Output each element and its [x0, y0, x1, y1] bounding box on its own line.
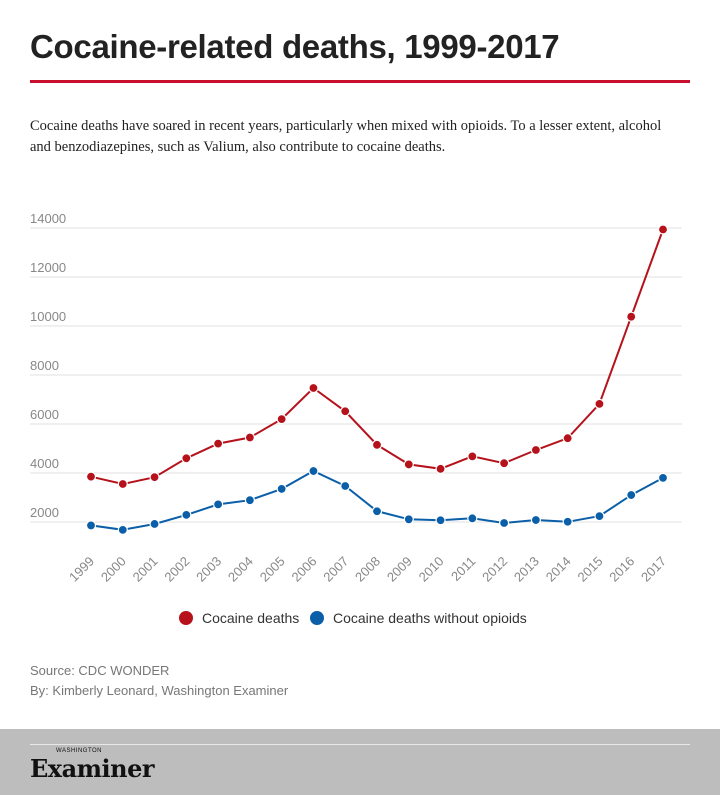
data-point — [149, 472, 160, 483]
footer: WASHINGTON Examiner — [0, 729, 720, 795]
data-point — [340, 406, 351, 417]
data-point — [117, 524, 128, 535]
data-point — [308, 382, 319, 394]
legend-label: Cocaine deaths without opioids — [333, 610, 527, 626]
data-point — [340, 480, 351, 492]
data-point — [530, 444, 541, 456]
chart-title: Cocaine-related deaths, 1999-2017 — [30, 28, 560, 65]
grid — [30, 227, 682, 523]
logo-small-text: WASHINGTON — [56, 748, 103, 754]
data-point — [149, 518, 160, 530]
y-tick-label: 8000 — [30, 358, 59, 373]
chart-subtitle: Cocaine deaths have soared in recent yea… — [30, 118, 662, 155]
data-point — [626, 311, 637, 322]
source-text: Source: CDC WONDER — [30, 663, 170, 678]
x-tick-label: 2013 — [511, 554, 542, 585]
data-point — [371, 439, 383, 450]
data-point — [562, 433, 573, 444]
x-tick-label: 2006 — [289, 554, 320, 585]
x-tick-label: 2001 — [130, 554, 161, 585]
legend-label: Cocaine deaths — [202, 610, 300, 626]
legend-item-cocaine-deaths: Cocaine deaths — [179, 610, 299, 626]
data-point — [308, 465, 319, 477]
data-point — [594, 511, 605, 522]
data-point — [435, 463, 446, 474]
y-tick-label: 14000 — [30, 211, 66, 226]
x-tick-label: 2000 — [98, 554, 129, 585]
data-point — [85, 520, 97, 531]
x-tick-label: 2017 — [638, 554, 669, 585]
data-point — [213, 499, 224, 510]
footer-divider — [30, 744, 690, 745]
legend-swatch — [310, 611, 324, 625]
data-point — [181, 453, 192, 464]
data-point — [213, 438, 224, 449]
washington-examiner-logo: WASHINGTON Examiner — [30, 748, 155, 783]
title-rule — [30, 80, 690, 83]
series-lines — [90, 229, 664, 531]
data-point — [467, 451, 478, 462]
x-tick-label: 2008 — [352, 554, 383, 585]
data-point — [499, 458, 510, 469]
data-point — [594, 398, 605, 410]
source-note: Source: CDC WONDER By: Kimberly Leonard,… — [30, 661, 288, 701]
series-points — [85, 224, 669, 535]
x-tick-label: 1999 — [66, 554, 97, 585]
y-tick-label: 10000 — [30, 309, 66, 324]
data-point — [181, 509, 192, 520]
y-tick-label: 6000 — [30, 407, 59, 422]
legend-item-without-opioids: Cocaine deaths without opioids — [310, 610, 527, 626]
byline: By: Kimberly Leonard, Washington Examine… — [30, 683, 289, 698]
data-point — [403, 514, 414, 525]
data-point — [276, 414, 287, 425]
x-tick-label: 2016 — [606, 554, 637, 585]
data-point — [530, 514, 541, 526]
x-tick-label: 2003 — [193, 554, 224, 585]
x-tick-label: 2005 — [257, 554, 288, 585]
x-axis: 1999 2000 2001 2002 2003 2004 2005 2006 2007 2008… — [66, 554, 669, 585]
y-tick-label: 4000 — [30, 456, 59, 471]
x-tick-label: 2012 — [479, 554, 510, 585]
data-point — [403, 459, 414, 470]
y-axis: 2000 4000 6000 8000 10000 12000 14000 — [30, 211, 66, 520]
logo-name: Examiner — [30, 754, 155, 783]
x-tick-label: 2015 — [575, 554, 606, 585]
data-point — [499, 517, 510, 529]
x-tick-label: 2009 — [384, 554, 415, 585]
data-point — [626, 489, 637, 501]
x-tick-label: 2014 — [543, 554, 574, 585]
data-point — [657, 224, 669, 235]
data-point — [435, 515, 446, 526]
series-line-1 — [90, 469, 664, 531]
x-tick-label: 2004 — [225, 554, 256, 585]
data-point — [85, 471, 97, 482]
x-tick-label: 2002 — [161, 554, 192, 585]
data-point — [244, 432, 255, 443]
data-point — [276, 483, 287, 495]
x-tick-label: 2007 — [320, 554, 351, 585]
y-tick-label: 2000 — [30, 505, 59, 520]
data-point — [371, 506, 383, 517]
x-tick-label: 2010 — [416, 554, 447, 585]
legend-swatch — [179, 611, 193, 625]
data-point — [244, 495, 255, 506]
y-tick-label: 12000 — [30, 260, 66, 275]
data-point — [117, 478, 128, 490]
x-tick-label: 2011 — [448, 554, 478, 584]
data-point — [467, 513, 478, 524]
data-point — [562, 516, 573, 527]
data-point — [657, 472, 669, 483]
